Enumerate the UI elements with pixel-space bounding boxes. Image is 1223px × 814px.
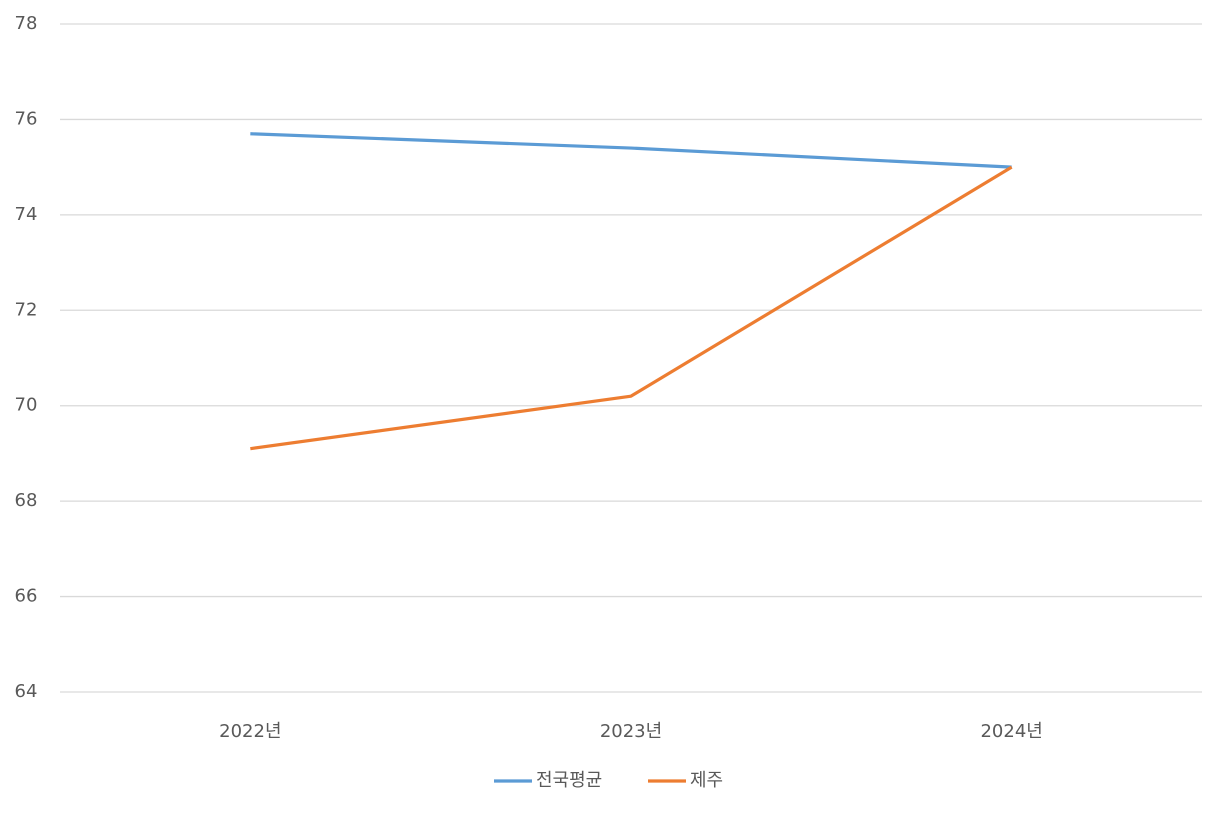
y-tick-label: 64 <box>15 681 38 702</box>
y-tick-label: 76 <box>15 108 38 129</box>
y-tick-label: 78 <box>15 13 38 34</box>
x-tick-label: 2023년 <box>600 721 662 742</box>
series-line <box>250 132 1012 169</box>
x-tick-label: 2024년 <box>980 721 1042 742</box>
y-tick-label: 70 <box>15 395 38 416</box>
y-tick-label: 72 <box>15 299 38 320</box>
x-tick-label: 2022년 <box>219 721 281 742</box>
y-tick-label: 74 <box>15 204 38 225</box>
y-tick-label: 66 <box>15 586 38 607</box>
y-tick-label: 68 <box>15 490 38 511</box>
series-line <box>250 165 1013 451</box>
legend-label: 전국평균 <box>536 770 602 791</box>
legend-label: 제주 <box>690 770 723 791</box>
